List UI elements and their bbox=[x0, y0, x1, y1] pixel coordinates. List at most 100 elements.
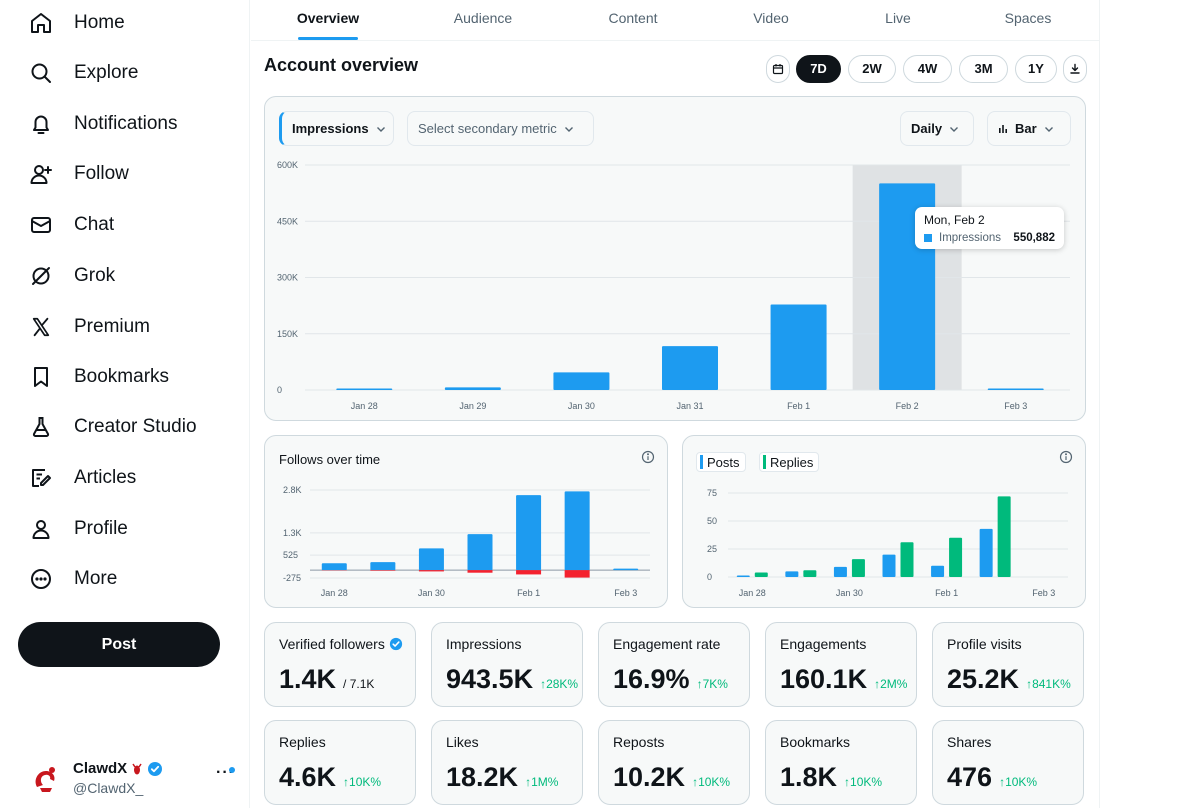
tab-overview[interactable]: Overview bbox=[267, 0, 389, 40]
post-button[interactable]: Post bbox=[18, 622, 220, 667]
legend-posts[interactable]: Posts bbox=[696, 452, 746, 472]
metric-profile-visits[interactable]: Profile visits 25.2K ↑841K% bbox=[932, 622, 1084, 707]
x-tick-label: Feb 1 bbox=[517, 588, 540, 598]
metric-label: Shares bbox=[947, 734, 992, 750]
page-title: Account overview bbox=[264, 55, 419, 75]
metric-value: 10.2K bbox=[613, 762, 686, 792]
metric-engagement-rate[interactable]: Engagement rate 16.9% ↑7K% bbox=[598, 622, 750, 707]
range-7d-button[interactable]: 7D bbox=[796, 55, 841, 83]
metric-likes[interactable]: Likes 18.2K ↑1M% bbox=[431, 720, 583, 805]
range-1y-button[interactable]: 1Y bbox=[1015, 55, 1057, 83]
metric-delta: ↑28K% bbox=[540, 677, 579, 691]
impressions-bar-chart[interactable]: 0 150K 300K 450K 600K Jan 28 Jan 29 Jan 30 Jan 3… bbox=[265, 97, 1085, 420]
person-icon bbox=[28, 516, 54, 542]
y-tick-label: 75 bbox=[707, 488, 717, 498]
y-tick-label: 2.8K bbox=[283, 485, 302, 495]
range-2w-button[interactable]: 2W bbox=[848, 55, 896, 83]
secondary-metric-dropdown[interactable]: Select secondary metric bbox=[407, 111, 594, 146]
info-icon[interactable] bbox=[641, 450, 655, 464]
x-tick-label: Jan 31 bbox=[676, 401, 703, 411]
chevron-down-icon bbox=[948, 123, 960, 135]
sidebar: Home Explore Notifications Follow Chat G… bbox=[0, 0, 250, 808]
more-circle-icon bbox=[28, 566, 54, 592]
verified-badge-icon bbox=[147, 761, 163, 777]
sidebar-item-profile[interactable]: Profile bbox=[18, 507, 138, 551]
metric-total: / 7.1K bbox=[343, 677, 375, 691]
interval-dropdown[interactable]: Daily bbox=[900, 111, 974, 146]
info-icon[interactable] bbox=[1059, 450, 1073, 464]
unfollows-bar bbox=[370, 570, 396, 571]
main-content: Overview Audience Content Video Live Spa… bbox=[251, 0, 1100, 808]
metric-replies[interactable]: Replies 4.6K ↑10K% bbox=[264, 720, 416, 805]
x-tick-label: Feb 3 bbox=[1032, 588, 1055, 598]
chart-type-dropdown[interactable]: Bar bbox=[987, 111, 1071, 146]
follows-bar-chart[interactable]: 2.8K 1.3K 525 -275 Jan 28 Jan 30 Feb 1 Feb 3 bbox=[265, 436, 667, 607]
primary-metric-dropdown[interactable]: Impressions bbox=[279, 111, 394, 146]
metric-delta: ↑10K% bbox=[844, 775, 883, 789]
legend-replies[interactable]: Replies bbox=[759, 452, 820, 472]
y-tick-label: 150K bbox=[277, 329, 298, 339]
x-tick-label: Jan 30 bbox=[568, 401, 595, 411]
tab-spaces[interactable]: Spaces bbox=[1004, 10, 1052, 26]
sidebar-item-follow[interactable]: Follow bbox=[18, 152, 139, 196]
sidebar-item-premium[interactable]: Premium bbox=[18, 305, 160, 349]
metric-value-row: 943.5K ↑28K% bbox=[446, 664, 578, 695]
metric-value: 1.4K bbox=[279, 664, 337, 694]
metric-impressions[interactable]: Impressions 943.5K ↑28K% bbox=[431, 622, 583, 707]
metric-value: 25.2K bbox=[947, 664, 1020, 694]
grok-icon bbox=[28, 263, 54, 289]
x-tick-label: Jan 29 bbox=[459, 401, 486, 411]
sidebar-item-label: More bbox=[74, 568, 118, 589]
range-4w-button[interactable]: 4W bbox=[903, 55, 952, 83]
sidebar-item-articles[interactable]: Articles bbox=[18, 456, 146, 500]
tab-content[interactable]: Content bbox=[608, 10, 658, 26]
tab-video[interactable]: Video bbox=[753, 10, 789, 26]
account-switcher[interactable]: ClawdX @ClawdX_ ··· bbox=[18, 752, 240, 804]
posts-replies-bar-chart[interactable]: 75 50 25 0 Jan 28 Jan 30 Feb 1 Feb 3 bbox=[683, 436, 1085, 607]
y-tick-label: 450K bbox=[277, 216, 298, 226]
date-picker-button[interactable] bbox=[766, 55, 790, 83]
sidebar-item-home[interactable]: Home bbox=[18, 1, 135, 45]
sidebar-item-explore[interactable]: Explore bbox=[18, 51, 148, 95]
legend-label: Replies bbox=[770, 454, 814, 470]
range-3m-button[interactable]: 3M bbox=[959, 55, 1008, 83]
account-handle: @ClawdX_ bbox=[73, 780, 144, 796]
sidebar-item-label: Profile bbox=[74, 518, 128, 539]
posts-bar bbox=[931, 565, 945, 577]
metric-bookmarks[interactable]: Bookmarks 1.8K ↑10K% bbox=[765, 720, 917, 805]
posts-bar bbox=[979, 528, 993, 577]
metric-delta: ↑841K% bbox=[1026, 677, 1071, 691]
bar-chart-icon bbox=[998, 123, 1009, 134]
unfollows-bar bbox=[516, 570, 542, 575]
sidebar-item-bookmarks[interactable]: Bookmarks bbox=[18, 355, 179, 399]
sidebar-item-grok[interactable]: Grok bbox=[18, 254, 125, 298]
sidebar-item-creator-studio[interactable]: Creator Studio bbox=[18, 405, 207, 449]
search-icon bbox=[28, 60, 54, 86]
metric-label: Engagements bbox=[780, 636, 867, 652]
chevron-down-icon bbox=[1043, 123, 1055, 135]
secondary-metric-label: Select secondary metric bbox=[418, 121, 557, 136]
tab-audience[interactable]: Audience bbox=[453, 10, 513, 26]
tab-live[interactable]: Live bbox=[885, 10, 911, 26]
sidebar-item-more[interactable]: More bbox=[18, 557, 127, 601]
metric-value: 476 bbox=[947, 762, 993, 792]
metric-value-row: 18.2K ↑1M% bbox=[446, 762, 558, 793]
metric-delta: ↑10K% bbox=[692, 775, 731, 789]
metric-shares[interactable]: Shares 476 ↑10K% bbox=[932, 720, 1084, 805]
avatar[interactable] bbox=[28, 760, 64, 796]
metric-value-row: 10.2K ↑10K% bbox=[613, 762, 730, 793]
sidebar-item-chat[interactable]: Chat bbox=[18, 203, 124, 247]
metric-label: Reposts bbox=[613, 734, 665, 750]
metric-label: Profile visits bbox=[947, 636, 1022, 652]
metric-verified-followers[interactable]: Verified followers 1.4K / 7.1K bbox=[264, 622, 416, 707]
posts-bar bbox=[882, 554, 896, 577]
metric-engagements[interactable]: Engagements 160.1K ↑2M% bbox=[765, 622, 917, 707]
metric-value-row: 16.9% ↑7K% bbox=[613, 664, 728, 695]
metric-reposts[interactable]: Reposts 10.2K ↑10K% bbox=[598, 720, 750, 805]
metric-value-row: 4.6K ↑10K% bbox=[279, 762, 381, 793]
download-button[interactable] bbox=[1063, 55, 1087, 83]
tooltip-label: Impressions bbox=[939, 232, 1001, 244]
tooltip-row: Impressions 550,882 bbox=[924, 232, 1055, 244]
primary-metric-label: Impressions bbox=[292, 121, 369, 136]
sidebar-item-notifications[interactable]: Notifications bbox=[18, 102, 188, 146]
